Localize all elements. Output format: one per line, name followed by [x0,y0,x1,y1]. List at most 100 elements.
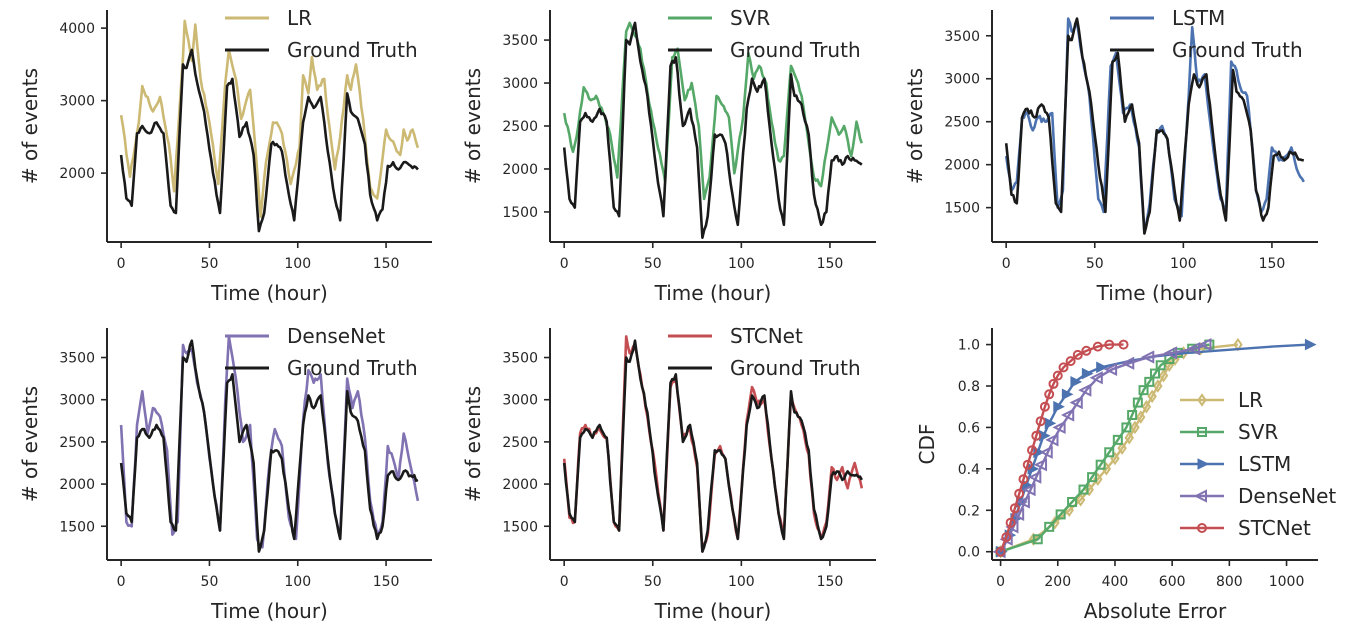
cdf-marker-svr [1044,521,1055,532]
cdf-marker-stcnet [1018,474,1029,485]
cdf-marker-lstm [1061,388,1074,401]
y-tick-label: 3000 [502,76,538,92]
cdf-marker-svr [1087,472,1098,483]
x-tick-label: 150 [373,574,400,590]
series-line-ground-truth [119,48,419,233]
legend-label: Ground Truth [1172,38,1303,62]
cdf-marker-lr [1135,410,1146,424]
cdf-marker-lr [1050,515,1060,530]
cdf-marker-stcnet [1044,389,1055,400]
cdf-marker-densenet [1141,350,1155,364]
chart-panel-4: 0 50 100 150 1500 2000 2500 3000 3500 Time (hour)… [18,324,432,623]
x-tick-label: 200 [1044,574,1071,590]
cdf-marker-stcnet [1031,430,1042,441]
cdf-marker-svr [1155,360,1166,371]
cdf-marker-stcnet [1014,488,1025,499]
cdf-marker-svr [1127,410,1138,420]
y-axis-label: CDF [915,424,939,465]
cdf-marker-lstm [1044,417,1057,430]
y-tick-label: 2500 [59,435,95,451]
cdf-marker-densenet [1069,395,1083,410]
cdf-marker-lr [1158,368,1169,383]
cdf-marker-stcnet [1052,370,1063,381]
series-line-ground-truth [562,339,863,553]
cdf-marker-stcnet [1035,416,1046,427]
y-tick-label: 2500 [502,435,538,451]
cdf-marker-stcnet [1092,341,1103,352]
y-tick-label: 3500 [502,351,538,367]
x-tick-label: 100 [728,256,755,272]
cdf-marker-densenet [1028,470,1042,484]
x-tick-label: 50 [644,256,662,272]
x-tick-label: 600 [1159,574,1186,590]
y-axis-label: # of events [461,68,485,184]
x-tick-label: 50 [644,574,662,590]
y-tick-label: 0.2 [958,503,980,519]
cdf-marker-lstm [1053,400,1065,413]
cdf-marker-lr [1141,399,1152,414]
cdf-marker-svr [1121,422,1132,433]
cdf-marker-stcnet [1005,517,1016,528]
cdf-marker-stcnet [1048,378,1059,389]
y-tick-label: 2500 [944,115,980,131]
y-tick-label: 2000 [944,158,980,174]
x-tick-label: 0 [560,256,569,272]
cdf-marker-densenet [1121,356,1135,370]
cdf-marker-svr [1144,376,1155,387]
legend-label: STCNet [1238,516,1311,540]
y-tick-label: 1500 [502,205,538,221]
x-tick-label: 150 [817,574,844,590]
cdf-marker-stcnet [995,546,1006,557]
legend-label: LR [287,6,312,30]
cdf-marker-densenet [1052,420,1066,435]
y-tick-label: 4000 [59,21,95,37]
cdf-marker-stcnet [1022,459,1033,470]
chart-panel-6: 0 200 400 600 800 1000 0.0 0.2 0.4 0.6 0.8 1.0 Absol… [915,328,1336,623]
x-tick-label: 50 [201,256,219,272]
x-axis-label: Time (hour) [210,281,328,305]
cdf-marker-densenet [1045,433,1059,447]
cdf-marker-svr [1067,497,1078,507]
legend-label: DenseNet [287,324,385,348]
x-axis-label: Time (hour) [210,599,328,623]
cdf-marker-stcnet [1058,362,1069,373]
x-tick-label: 0 [1002,256,1011,272]
y-tick-label: 1.0 [958,338,980,354]
y-tick-label: 2000 [59,477,95,493]
x-tick-label: 800 [1216,574,1243,590]
series-line-ground-truth [562,21,863,239]
y-tick-label: 0.8 [958,379,980,395]
y-tick-label: 3500 [502,33,538,49]
cdf-marker-svr [1104,447,1115,458]
x-tick-label: 0 [117,256,126,272]
x-tick-label: 400 [1102,574,1129,590]
y-tick-label: 3000 [502,393,538,409]
legend-marker [1197,523,1207,533]
legend-marker [1197,458,1210,470]
cdf-marker-densenet [1078,383,1092,397]
x-axis-label: Time (hour) [1096,281,1214,305]
cdf-marker-svr [1055,509,1066,520]
legend-label: Ground Truth [730,356,861,380]
chart-panel-1: 0 50 100 150 2000 3000 4000 Time (hour) # of eve… [18,6,432,305]
legend-label: SVR [1238,420,1278,444]
legend-label: LSTM [1172,6,1225,30]
x-tick-label: 150 [373,256,400,272]
cdf-marker-densenet [1033,458,1048,472]
cdf-marker-stcnet [1081,345,1092,356]
cdf-marker-lstm [1081,367,1094,380]
cdf-marker-densenet [1103,362,1118,377]
y-tick-label: 2000 [502,477,538,493]
legend-marker [1193,489,1207,503]
cdf-marker-stcnet [1072,349,1083,360]
cdf-marker-stcnet [1009,503,1020,514]
legend-label: LSTM [1238,452,1291,476]
legend-marker [1197,393,1207,407]
y-axis-label: # of events [903,68,927,184]
chart-panel-3: 0 50 100 150 1500 2000 2500 3000 3500 Time (hour)… [903,6,1318,305]
cdf-marker-densenet [1005,520,1019,534]
y-tick-label: 3500 [944,29,980,45]
cdf-marker-densenet [1186,342,1201,356]
cdf-marker-lr [1075,493,1086,507]
